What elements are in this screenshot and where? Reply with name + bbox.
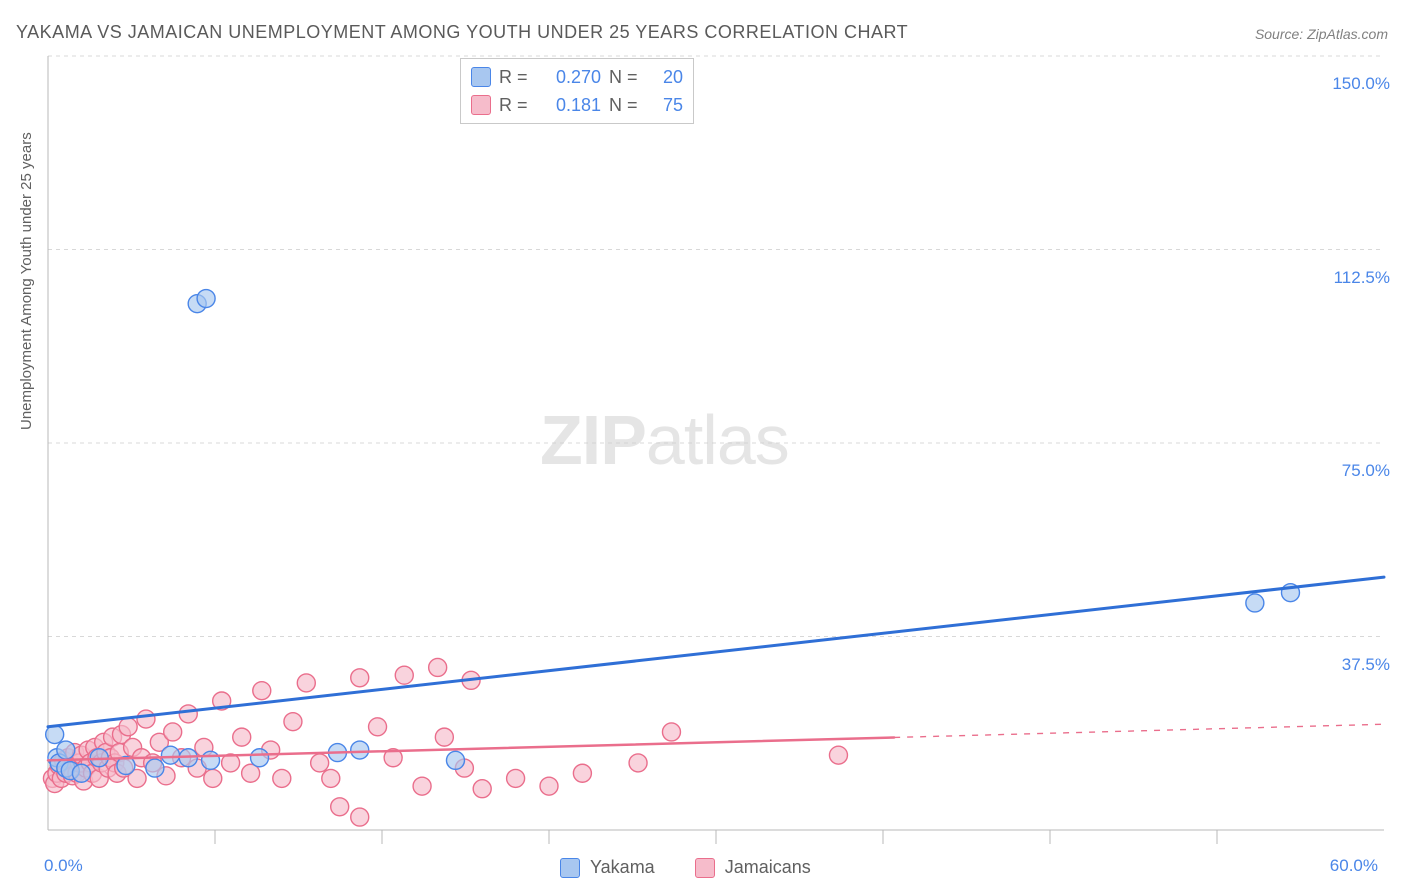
correlation-legend: R = 0.270 N = 20 R = 0.181 N = 75 [460,58,694,124]
swatch-jamaicans [471,95,491,115]
legend-item-jamaicans: Jamaicans [695,857,811,878]
legend-item-yakama: Yakama [560,857,655,878]
n-label: N = [609,67,643,88]
r-value-yakama: 0.270 [541,67,601,88]
legend-label: Yakama [590,857,655,878]
r-label: R = [499,95,533,116]
legend-row-jamaicans: R = 0.181 N = 75 [471,91,683,119]
n-label: N = [609,95,643,116]
legend-label: Jamaicans [725,857,811,878]
x-axis-max: 60.0% [1330,856,1378,876]
x-axis-min: 0.0% [44,856,83,876]
y-tick-label: 37.5% [1342,655,1390,675]
r-label: R = [499,67,533,88]
y-tick-label: 75.0% [1342,461,1390,481]
scatter-chart [0,0,1406,892]
swatch-yakama [471,67,491,87]
y-tick-label: 150.0% [1332,74,1390,94]
r-value-jamaicans: 0.181 [541,95,601,116]
legend-row-yakama: R = 0.270 N = 20 [471,63,683,91]
swatch-yakama [560,858,580,878]
n-value-jamaicans: 75 [651,95,683,116]
y-tick-label: 112.5% [1334,268,1390,288]
swatch-jamaicans [695,858,715,878]
series-legend: Yakama Jamaicans [560,857,811,878]
n-value-yakama: 20 [651,67,683,88]
